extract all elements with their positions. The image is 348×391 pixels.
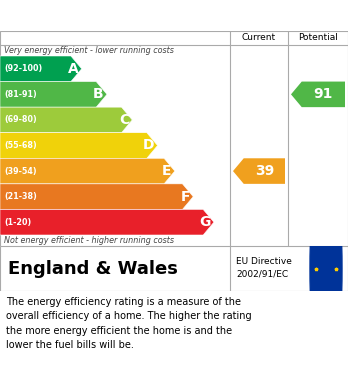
Text: Very energy efficient - lower running costs: Very energy efficient - lower running co… xyxy=(4,47,174,56)
Text: The energy efficiency rating is a measure of the
overall efficiency of a home. T: The energy efficiency rating is a measur… xyxy=(6,297,252,350)
Polygon shape xyxy=(0,158,175,184)
Text: C: C xyxy=(119,113,129,127)
Text: 39: 39 xyxy=(255,164,274,178)
Polygon shape xyxy=(291,82,345,107)
Polygon shape xyxy=(0,56,82,82)
Polygon shape xyxy=(0,184,193,210)
Text: A: A xyxy=(68,62,78,76)
Text: England & Wales: England & Wales xyxy=(8,260,178,278)
Polygon shape xyxy=(0,210,214,235)
Text: G: G xyxy=(199,215,211,229)
Text: Not energy efficient - higher running costs: Not energy efficient - higher running co… xyxy=(4,236,174,245)
Text: (92-100): (92-100) xyxy=(4,64,42,73)
Polygon shape xyxy=(0,107,132,133)
Text: (1-20): (1-20) xyxy=(4,218,31,227)
Text: (69-80): (69-80) xyxy=(4,115,37,124)
Polygon shape xyxy=(233,158,285,184)
Ellipse shape xyxy=(310,145,342,391)
Text: (39-54): (39-54) xyxy=(4,167,37,176)
Text: EU Directive
2002/91/EC: EU Directive 2002/91/EC xyxy=(236,257,292,278)
Text: B: B xyxy=(93,87,104,101)
Text: (55-68): (55-68) xyxy=(4,141,37,150)
Text: 91: 91 xyxy=(314,87,333,101)
Text: (81-91): (81-91) xyxy=(4,90,37,99)
Text: E: E xyxy=(162,164,172,178)
Text: F: F xyxy=(181,190,190,204)
Text: Energy Efficiency Rating: Energy Efficiency Rating xyxy=(8,9,218,23)
Polygon shape xyxy=(0,133,158,158)
Polygon shape xyxy=(0,82,107,107)
Text: Current: Current xyxy=(242,34,276,43)
Text: D: D xyxy=(143,138,154,152)
Text: Potential: Potential xyxy=(298,34,338,43)
Text: (21-38): (21-38) xyxy=(4,192,37,201)
